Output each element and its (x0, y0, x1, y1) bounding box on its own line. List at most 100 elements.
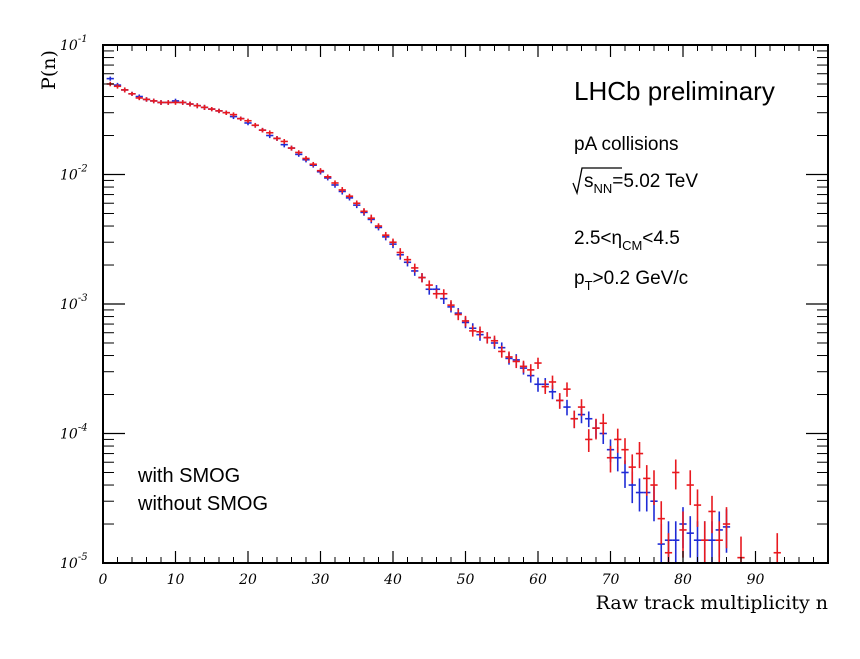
data-point (701, 521, 709, 563)
data-point (621, 460, 629, 488)
data-point (679, 511, 687, 558)
sqrt-symbol (572, 167, 622, 196)
data-point (693, 489, 702, 527)
pt-cut-post: >0.2 GeV/c (593, 268, 689, 289)
data-point (693, 521, 702, 563)
data-point (556, 393, 564, 409)
data-point (150, 98, 158, 104)
svg-text:sNN=5.02 TeV: sNN=5.02 TeV (584, 171, 698, 196)
eta-cut-label: 2.5<ηCM<4.5 (574, 228, 680, 253)
eta-cut-pre: 2.5<η (574, 228, 622, 249)
x-tick-label: 10 (167, 572, 185, 588)
data-point (396, 248, 404, 258)
data-point (382, 231, 390, 239)
data-point (447, 300, 455, 311)
data-point (280, 138, 288, 144)
data-point (454, 309, 462, 321)
data-point (237, 116, 245, 121)
data-point (432, 289, 441, 299)
data-point (193, 103, 201, 109)
y-tick-base: 10 (60, 297, 78, 313)
data-point (273, 136, 281, 141)
data-point (113, 83, 122, 89)
data-point (309, 161, 317, 167)
data-point (469, 325, 477, 337)
data-point (324, 174, 332, 180)
energy-sqrt-var: s (584, 171, 594, 192)
data-point (251, 122, 259, 128)
data-point (548, 375, 557, 390)
data-point (635, 441, 644, 469)
legend-with-smog: with SMOG (137, 465, 240, 487)
data-point (440, 289, 448, 299)
data-point (208, 107, 216, 112)
y-tick-label: 10-3 (60, 293, 88, 313)
data-point (672, 459, 680, 490)
x-tick-label: 90 (747, 572, 765, 588)
data-point (302, 155, 310, 162)
data-point (403, 255, 412, 264)
data-point (258, 127, 267, 133)
x-tick-label: 70 (602, 572, 620, 588)
eta-cut-subscript: CM (622, 238, 642, 253)
data-point (585, 411, 593, 428)
data-point (527, 364, 535, 377)
y-tick-label: 10-5 (60, 552, 88, 572)
data-point (244, 118, 252, 123)
data-point (222, 110, 230, 116)
data-point (592, 418, 600, 440)
data-point (360, 208, 368, 215)
data-point (498, 345, 506, 358)
data-point (331, 180, 339, 186)
data-point (287, 145, 296, 151)
data-point (483, 332, 491, 344)
data-point (563, 399, 571, 416)
data-point (200, 104, 209, 110)
data-point (338, 187, 346, 193)
series-with-smog (106, 81, 781, 563)
y-tick-exponent: -1 (78, 34, 88, 45)
x-tick-label: 80 (674, 572, 692, 588)
data-point (534, 357, 542, 369)
y-tick-base: 10 (60, 427, 78, 443)
data-point (708, 495, 716, 534)
pt-cut-label: pT>0.2 GeV/c (574, 268, 688, 293)
data-point (353, 200, 361, 207)
data-point (672, 521, 680, 563)
data-point (476, 326, 484, 338)
data-point (614, 428, 622, 453)
pt-cut-subscript: T (585, 278, 593, 293)
data-point (418, 273, 426, 283)
data-point (599, 413, 607, 435)
data-point (229, 112, 238, 117)
data-point (643, 465, 651, 496)
x-tick-label: 40 (383, 572, 402, 588)
y-tick-exponent: -4 (78, 423, 88, 434)
data-point (606, 446, 615, 473)
pt-cut-pre: p (574, 268, 585, 289)
data-point (563, 382, 571, 397)
data-point (345, 193, 354, 199)
data-point (425, 280, 433, 291)
data-point (650, 470, 658, 506)
data-point (142, 97, 151, 102)
y-tick-exponent: -3 (78, 293, 88, 304)
y-axis-title: P(n) (38, 50, 60, 90)
energy-label: sNN=5.02 TeV (572, 167, 698, 196)
data-point (171, 100, 180, 105)
y-tick-exponent: -5 (78, 552, 88, 563)
y-tick-label: 10-4 (60, 423, 88, 443)
data-point (519, 360, 528, 373)
x-tick-label: 60 (529, 572, 547, 588)
data-point (534, 377, 542, 392)
data-point (512, 355, 520, 369)
data-point (621, 438, 629, 465)
data-point (164, 100, 172, 105)
energy-subscript: NN (594, 181, 613, 196)
data-point (577, 399, 586, 417)
data-point (179, 100, 187, 105)
y-tick-label: 10-2 (60, 164, 88, 184)
